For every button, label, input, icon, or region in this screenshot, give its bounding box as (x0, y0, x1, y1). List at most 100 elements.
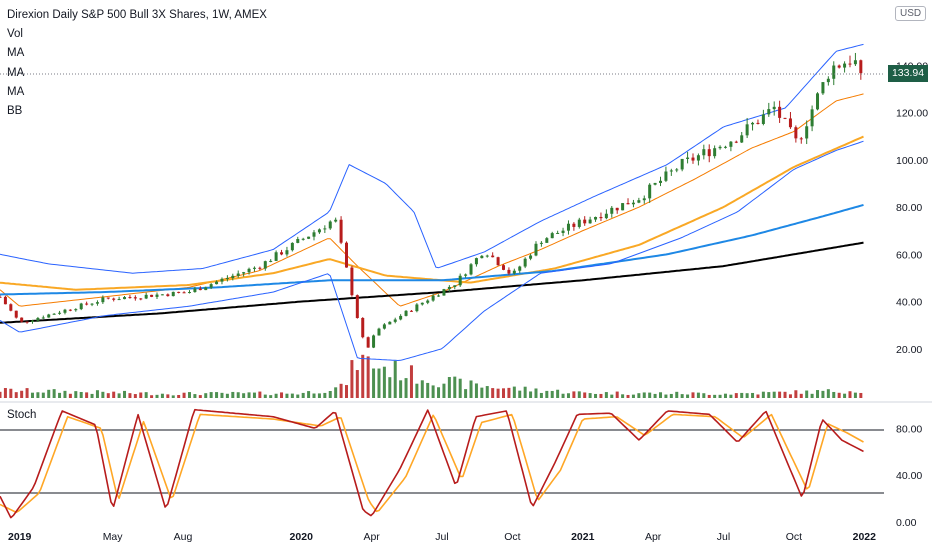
volume-bar (14, 392, 18, 398)
candle-body (821, 82, 825, 94)
volume-bar (713, 394, 717, 398)
volume-bar (139, 392, 143, 398)
time-axis[interactable]: 2019 May Aug 2020 Apr Jul Oct 2021 Apr Jul Oct 2022 (8, 531, 876, 543)
legend-bb[interactable]: BB (7, 105, 23, 118)
candle-body (112, 298, 116, 300)
volume-bar (123, 390, 127, 398)
candle-body (123, 297, 127, 300)
legend-ma-2[interactable]: MA (7, 66, 25, 79)
volume-bar (415, 383, 419, 398)
volume-bar (751, 392, 755, 398)
candle-body (496, 257, 500, 266)
candle-body (680, 158, 684, 170)
volume-bar (821, 390, 825, 398)
candle-body (0, 296, 2, 298)
volume-bar (561, 393, 565, 398)
candle-body (664, 171, 668, 181)
volume-bar (664, 394, 668, 398)
volume-bar (853, 392, 857, 398)
volume-bar (177, 394, 181, 398)
volume-bar (128, 393, 132, 398)
candle-body (404, 310, 408, 316)
volume-bar (112, 391, 116, 398)
volume-bar (171, 395, 175, 398)
volume-bar (269, 395, 273, 398)
volume-bar (74, 391, 78, 398)
volume-bar (225, 393, 229, 398)
candle-body (767, 109, 771, 115)
candle-body (718, 146, 722, 149)
candle-body (485, 255, 489, 257)
candle-body (431, 295, 435, 301)
candle-body (339, 219, 343, 243)
volume-bar (209, 392, 213, 398)
volume-bar (366, 356, 370, 398)
legend-ma-3[interactable]: MA (7, 85, 25, 98)
volume-bar (242, 393, 246, 398)
volume-bar (539, 392, 543, 398)
volume-bar (816, 390, 820, 398)
volume-bar (247, 392, 251, 398)
stoch-legend[interactable]: Stoch (7, 409, 37, 421)
volume-bar (285, 393, 289, 398)
volume-bar (317, 393, 321, 398)
candle-body (588, 219, 592, 224)
volume-bar (52, 389, 56, 398)
volume-bar (464, 389, 468, 398)
candle-body (9, 304, 13, 311)
candle-body (723, 146, 727, 148)
candle-body (415, 304, 419, 312)
candle-body (518, 266, 522, 271)
volume-bars (0, 354, 863, 398)
candle-body (696, 155, 700, 161)
volume-bar (512, 386, 516, 398)
candle-body (160, 294, 164, 296)
volume-bar (90, 393, 94, 398)
volume-bar (420, 380, 424, 398)
candle-body (561, 230, 565, 233)
candle-body (79, 303, 83, 310)
candle-body (139, 298, 143, 300)
candle-body (469, 264, 473, 275)
candle-body (594, 216, 598, 220)
time-tick-label: 2021 (571, 531, 595, 543)
volume-bar (144, 392, 148, 398)
symbol-title[interactable]: Direxion Daily S&P 500 Bull 3X Shares, 1… (7, 9, 267, 21)
indicator-lines (0, 43, 864, 361)
candle-body (14, 310, 18, 318)
volume-bar (783, 391, 787, 398)
volume-bar (409, 365, 413, 398)
volume-bar (296, 394, 300, 398)
candle-body (285, 250, 289, 255)
currency-button[interactable]: USD (895, 6, 927, 21)
candle-body (74, 309, 78, 311)
candle-body (642, 198, 646, 201)
volume-bar (95, 390, 99, 398)
candle-body (301, 238, 305, 240)
candle-body (47, 314, 51, 318)
volume-bar (274, 393, 278, 398)
volume-bar (474, 383, 478, 398)
volume-bar (610, 394, 614, 398)
volume-bar (280, 392, 284, 398)
ma-long-line (0, 241, 864, 324)
legend-ma-1[interactable]: MA (7, 47, 25, 60)
candle-body (837, 65, 841, 68)
time-tick-label: Oct (786, 531, 802, 543)
candle-body (702, 149, 706, 156)
candle-body (848, 63, 852, 65)
candle-body (745, 124, 749, 136)
volume-bar (426, 382, 430, 398)
volume-bar (859, 392, 863, 398)
candle-body (117, 299, 121, 301)
volume-bar (788, 394, 792, 398)
candle-body (263, 261, 267, 269)
volume-bar (588, 393, 592, 398)
volume-bar (518, 390, 522, 398)
price-tick-label: 100.00 (896, 155, 928, 167)
legend-volume[interactable]: Vol (7, 28, 23, 41)
candle-body (187, 292, 191, 294)
volume-bar (25, 388, 29, 398)
